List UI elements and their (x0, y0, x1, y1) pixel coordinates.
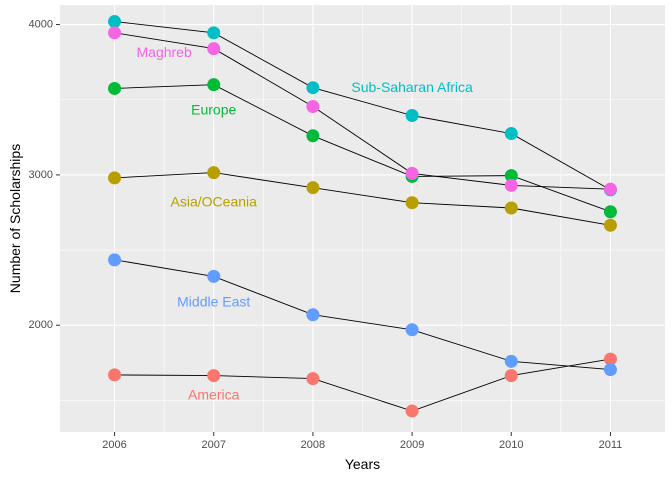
data-point (207, 26, 221, 40)
x-axis-title: Years (345, 456, 380, 472)
data-point (306, 129, 320, 143)
x-tick-label: 2009 (400, 439, 424, 451)
data-point (306, 99, 320, 113)
data-point (108, 15, 122, 29)
data-point (504, 169, 518, 183)
data-point (405, 166, 419, 180)
y-tick-label: 4000 (29, 18, 53, 30)
series-line (114, 259, 611, 371)
data-point (504, 369, 518, 383)
data-point (405, 196, 419, 210)
series-label: Sub-Saharan Africa (351, 79, 473, 95)
series-points (108, 15, 617, 418)
x-tick-label: 2008 (301, 439, 325, 451)
x-tick-label: 2011 (599, 439, 623, 451)
data-point (306, 81, 320, 95)
data-point (603, 218, 617, 232)
data-point (108, 171, 122, 185)
data-point (108, 81, 122, 95)
series-label: America (188, 387, 240, 403)
data-point (207, 78, 221, 92)
y-axis-title: Number of Scholarships (7, 144, 23, 293)
data-point (306, 181, 320, 195)
x-axis: 2006 2007 2008 2009 2010 2011 (102, 432, 622, 451)
data-point (504, 178, 518, 192)
data-point (603, 205, 617, 219)
data-point (108, 26, 122, 40)
x-tick-label: 2007 (201, 439, 225, 451)
data-point (108, 368, 122, 382)
data-point (603, 352, 617, 366)
data-point (603, 363, 617, 377)
data-point (603, 182, 617, 196)
series-label: Asia/OCeania (171, 193, 258, 209)
data-point (207, 269, 221, 283)
x-tick-label: 2006 (102, 439, 126, 451)
data-point (306, 372, 320, 386)
data-point (207, 166, 221, 180)
series-lines (114, 21, 611, 412)
y-axis: 2000 3000 4000 (29, 18, 60, 331)
series-line (114, 358, 611, 412)
series-labels: America Asia/OCeania Europe Sub-Saharan Afr… (137, 44, 474, 403)
data-point (207, 369, 221, 383)
y-tick-label: 2000 (29, 319, 53, 331)
data-point (306, 308, 320, 322)
data-point (405, 323, 419, 337)
series-label: Europe (191, 102, 236, 118)
data-point (504, 201, 518, 215)
x-tick-label: 2010 (499, 439, 523, 451)
data-point (207, 42, 221, 56)
series-label: Middle East (177, 293, 250, 309)
data-point (504, 127, 518, 141)
data-point (405, 109, 419, 123)
minor-gridlines (60, 5, 665, 432)
data-point (405, 404, 419, 418)
data-point (108, 253, 122, 267)
series-line (114, 84, 611, 213)
series-line (114, 21, 611, 191)
y-tick-label: 3000 (29, 169, 53, 181)
series-label: Maghreb (137, 44, 192, 60)
series-line (114, 32, 611, 190)
series-line (114, 172, 611, 226)
data-point (504, 354, 518, 368)
